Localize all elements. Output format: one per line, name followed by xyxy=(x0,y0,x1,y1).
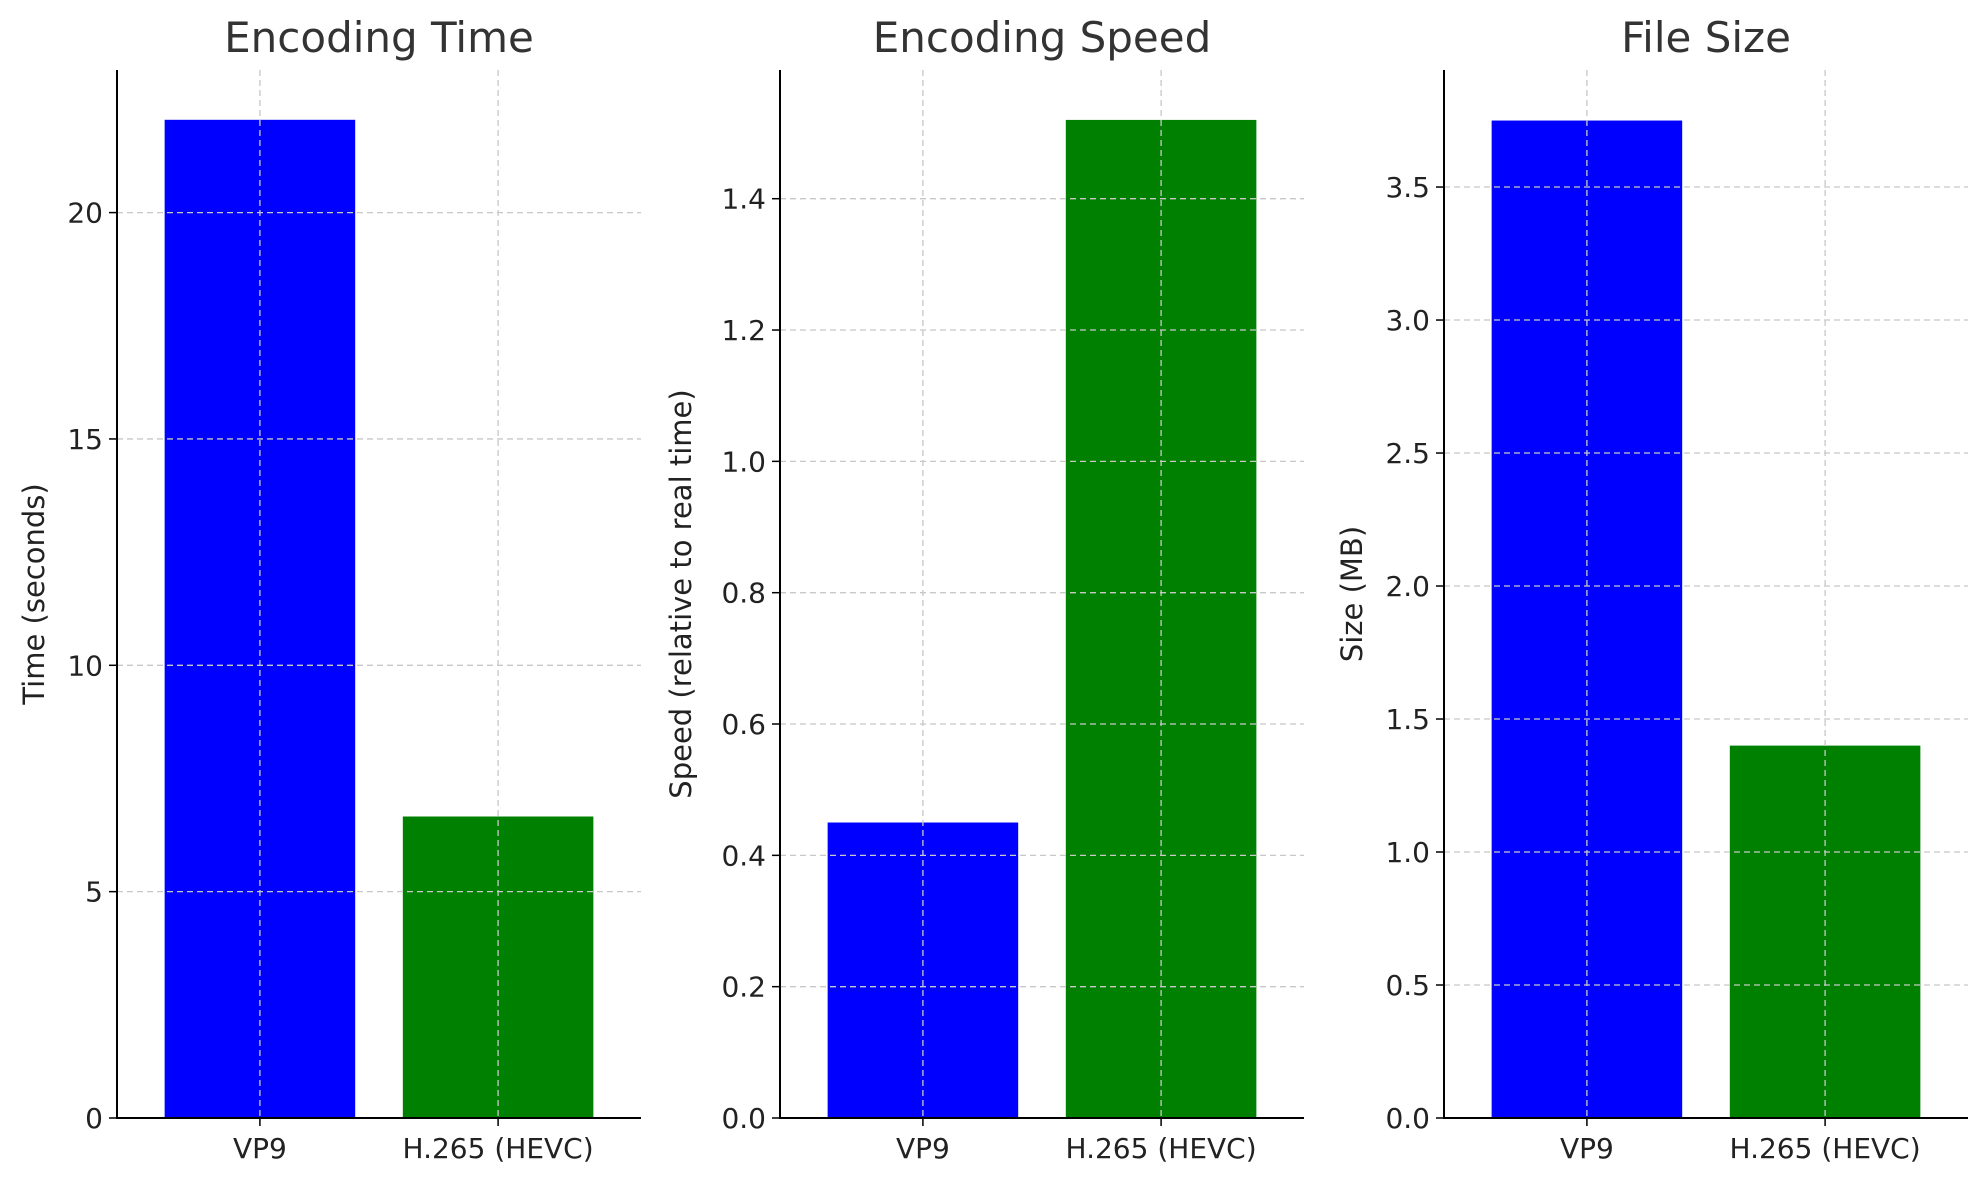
chart-3-xtick-label-2: H.265 (HEVC) xyxy=(1730,1132,1921,1165)
chart-2-bar-2 xyxy=(1065,119,1257,1118)
chart-3-ytick-label-3: 1.0 xyxy=(1385,836,1430,869)
chart-1-ytick-label-4: 15 xyxy=(67,423,103,456)
chart-2-xtick-label-2: H.265 (HEVC) xyxy=(1066,1132,1257,1165)
chart-1-xtick-label-1: VP9 xyxy=(233,1132,287,1165)
chart-3-ytick-label-5: 2.0 xyxy=(1385,570,1430,603)
chart-2-ytick-label-7: 1.2 xyxy=(721,314,766,347)
chart-2-ytick-label-3: 0.4 xyxy=(721,839,766,872)
chart-1-ytick-label-1: 0 xyxy=(85,1102,103,1135)
chart-2-ylabel: Speed (relative to real time) xyxy=(664,389,698,798)
chart-2-title: Encoding Speed xyxy=(873,13,1212,62)
chart-1-ytick-label-5: 20 xyxy=(67,197,103,230)
chart-2-xtick-label-1: VP9 xyxy=(896,1132,950,1165)
chart-3-ytick-label-4: 1.5 xyxy=(1385,703,1430,736)
chart-1-xtick-label-2: H.265 (HEVC) xyxy=(403,1132,594,1165)
chart-2-ytick-label-4: 0.6 xyxy=(721,708,766,741)
chart-3-xtick-label-1: VP9 xyxy=(1560,1132,1614,1165)
chart-2-ytick-label-1: 0.0 xyxy=(721,1102,766,1135)
chart-1-title: Encoding Time xyxy=(224,13,534,62)
chart-3-ylabel: Size (MB) xyxy=(1335,526,1369,662)
chart-3-ytick-label-2: 0.5 xyxy=(1385,969,1430,1002)
chart-2-ytick-label-6: 1.0 xyxy=(721,445,766,478)
chart-1-bar-1 xyxy=(164,119,356,1118)
chart-1-ytick-label-2: 5 xyxy=(85,876,103,909)
chart-3-ytick-label-8: 3.5 xyxy=(1385,171,1430,204)
chart-1-bar-2 xyxy=(402,816,594,1118)
chart-2-ytick-label-2: 0.2 xyxy=(721,971,766,1004)
chart-2-ytick-label-8: 1.4 xyxy=(721,183,766,216)
chart-3-ytick-label-7: 3.0 xyxy=(1385,304,1430,337)
chart-1-ylabel: Time (seconds) xyxy=(17,483,51,705)
chart-3-ytick-label-1: 0.0 xyxy=(1385,1102,1430,1135)
chart-1-ytick-label-3: 10 xyxy=(67,649,103,682)
chart-3-ytick-label-6: 2.5 xyxy=(1385,437,1430,470)
chart-2-ytick-label-5: 0.8 xyxy=(721,577,766,610)
chart-3-title: File Size xyxy=(1621,13,1791,62)
